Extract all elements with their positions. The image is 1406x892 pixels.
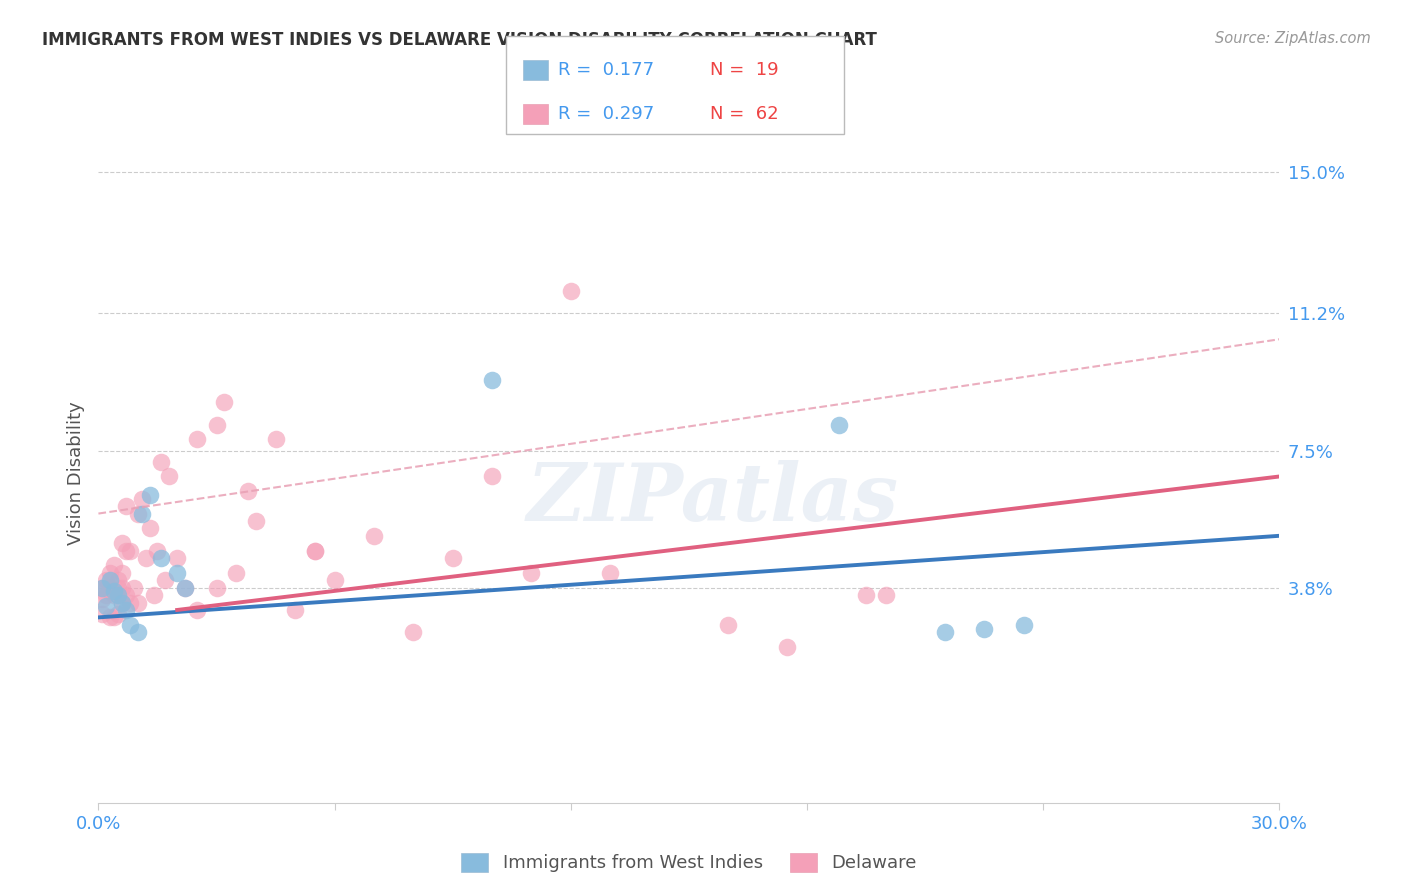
- Point: [96, 599, 118, 614]
- Point: [150, 455, 173, 469]
- Text: IMMIGRANTS FROM WEST INDIES VS DELAWARE VISION DISABILITY CORRELATION CHART: IMMIGRANTS FROM WEST INDIES VS DELAWARE …: [42, 31, 877, 49]
- Point: [96, 574, 118, 588]
- Point: [174, 581, 197, 595]
- Point: [111, 581, 134, 595]
- Point: [1012, 617, 1035, 632]
- Point: [103, 610, 125, 624]
- Point: [236, 484, 259, 499]
- Point: [111, 596, 134, 610]
- Point: [96, 581, 118, 595]
- Point: [146, 543, 169, 558]
- Point: [481, 373, 503, 387]
- Point: [186, 603, 208, 617]
- Point: [96, 588, 118, 602]
- Point: [174, 581, 197, 595]
- Point: [127, 625, 149, 640]
- Point: [131, 491, 153, 506]
- Point: [560, 284, 582, 298]
- Point: [115, 603, 138, 617]
- Point: [205, 581, 228, 595]
- Point: [205, 417, 228, 432]
- Point: [107, 588, 129, 602]
- Point: [441, 551, 464, 566]
- Point: [118, 617, 141, 632]
- Point: [138, 521, 160, 535]
- Text: N =  19: N = 19: [710, 61, 779, 79]
- Point: [91, 581, 114, 595]
- Text: N =  62: N = 62: [710, 105, 779, 123]
- Point: [115, 499, 138, 513]
- Legend: Immigrants from West Indies, Delaware: Immigrants from West Indies, Delaware: [454, 846, 924, 880]
- Point: [91, 607, 114, 621]
- Point: [166, 551, 188, 566]
- Point: [245, 514, 267, 528]
- Point: [214, 395, 236, 409]
- Point: [131, 507, 153, 521]
- Point: [599, 566, 621, 580]
- Point: [91, 581, 114, 595]
- Point: [934, 625, 956, 640]
- Point: [127, 596, 149, 610]
- Point: [402, 625, 425, 640]
- Point: [118, 596, 141, 610]
- Point: [98, 566, 121, 580]
- Point: [827, 417, 849, 432]
- Point: [107, 574, 129, 588]
- Point: [481, 469, 503, 483]
- Point: [107, 607, 129, 621]
- Point: [323, 574, 346, 588]
- Point: [363, 529, 385, 543]
- Point: [98, 584, 121, 599]
- Point: [142, 588, 165, 602]
- Point: [115, 588, 138, 602]
- Point: [138, 488, 160, 502]
- Point: [115, 543, 138, 558]
- Point: [157, 469, 180, 483]
- Text: ZIPatlas: ZIPatlas: [526, 460, 898, 538]
- Point: [98, 610, 121, 624]
- Point: [111, 536, 134, 550]
- Point: [111, 596, 134, 610]
- Point: [118, 543, 141, 558]
- Point: [717, 617, 740, 632]
- Point: [135, 551, 157, 566]
- Point: [855, 588, 877, 602]
- Y-axis label: Vision Disability: Vision Disability: [66, 401, 84, 545]
- Point: [103, 588, 125, 602]
- Point: [127, 507, 149, 521]
- Point: [98, 581, 121, 595]
- Point: [91, 591, 114, 606]
- Point: [166, 566, 188, 580]
- Point: [122, 581, 145, 595]
- Text: R =  0.297: R = 0.297: [558, 105, 654, 123]
- Point: [111, 566, 134, 580]
- Point: [103, 558, 125, 573]
- Text: R =  0.177: R = 0.177: [558, 61, 654, 79]
- Point: [107, 588, 129, 602]
- Text: Source: ZipAtlas.com: Source: ZipAtlas.com: [1215, 31, 1371, 46]
- Point: [304, 543, 326, 558]
- Point: [225, 566, 247, 580]
- Point: [150, 551, 173, 566]
- Point: [304, 543, 326, 558]
- Point: [264, 433, 287, 447]
- Point: [186, 433, 208, 447]
- Point: [98, 574, 121, 588]
- Point: [107, 581, 129, 595]
- Point: [776, 640, 799, 654]
- Point: [520, 566, 543, 580]
- Point: [103, 584, 125, 599]
- Point: [875, 588, 897, 602]
- Point: [155, 574, 177, 588]
- Point: [973, 622, 995, 636]
- Point: [284, 603, 307, 617]
